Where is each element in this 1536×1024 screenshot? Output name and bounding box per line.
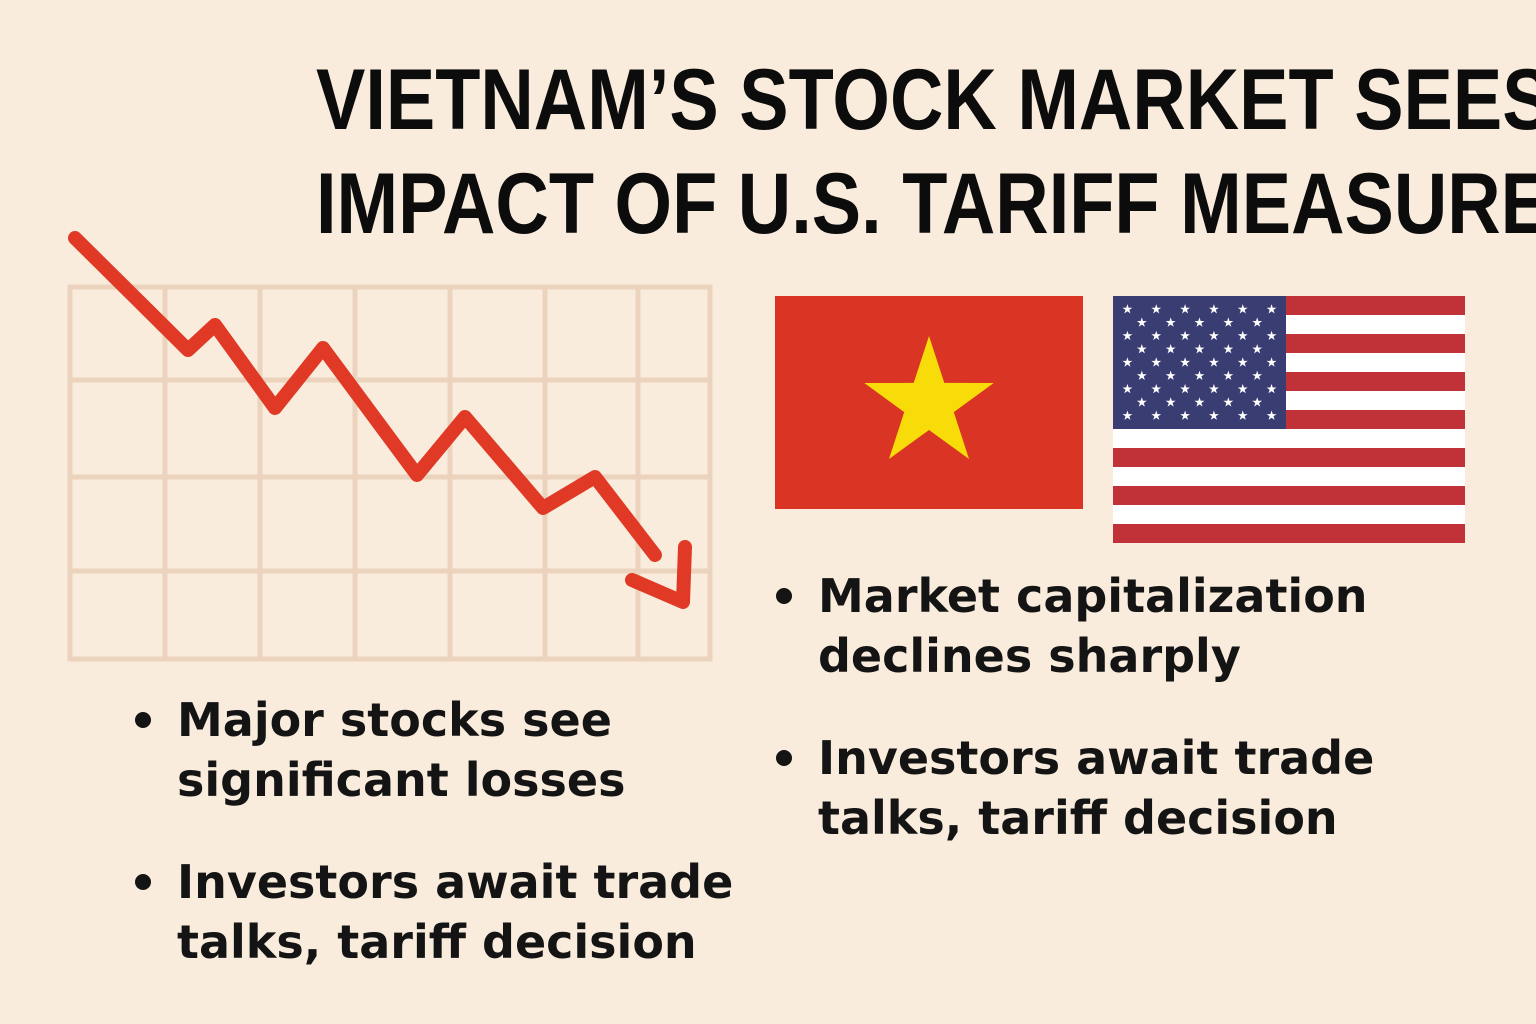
us-flag-star <box>1165 397 1176 407</box>
us-flag-icon <box>1113 296 1465 543</box>
headline-line-2: IMPACT OF U.S. TARIFF MEASURE <box>316 156 1536 252</box>
bullet-dot-icon <box>776 750 792 766</box>
us-flag-star <box>1208 357 1219 367</box>
left-bullet-1: Major stocks see significant losses <box>135 690 735 810</box>
left-bullet-2-line-1: Investors await trade <box>177 855 734 909</box>
us-flag-star <box>1252 397 1263 407</box>
us-flag-star <box>1208 330 1219 341</box>
us-flag-star <box>1252 370 1263 381</box>
bullet-dot-icon <box>135 874 151 890</box>
us-flag-star <box>1180 330 1191 341</box>
us-flag-star <box>1180 410 1191 420</box>
headline-line-1: VIETNAM’S STOCK MARKET SEES <box>316 52 1536 148</box>
us-flag-star <box>1136 317 1147 327</box>
right-bullet-1-line-2: declines sharply <box>818 629 1241 683</box>
left-bullet-2-line-2: talks, tariff decision <box>177 915 697 969</box>
us-flag-star <box>1237 383 1248 394</box>
downtrend-arrow-line <box>68 231 662 562</box>
us-flag-star <box>1208 410 1219 420</box>
us-flag-star <box>1165 317 1176 327</box>
right-bullet-list: Market capitalization declines sharply I… <box>776 566 1496 890</box>
us-flag-star <box>1151 410 1162 420</box>
us-flag-star <box>1194 344 1205 354</box>
right-bullet-2-line-2: talks, tariff decision <box>818 791 1338 845</box>
headline: VIETNAM’S STOCK MARKET SEES IMPACT OF U.… <box>316 48 1536 256</box>
us-flag-star <box>1180 304 1191 314</box>
us-flag-star <box>1223 370 1234 381</box>
us-flag-star <box>1237 330 1248 341</box>
bullet-dot-icon <box>776 588 792 604</box>
us-flag-canton <box>1113 296 1286 429</box>
right-bullet-1: Market capitalization declines sharply <box>776 566 1496 686</box>
us-flag-star <box>1151 357 1162 367</box>
us-flag-star <box>1136 344 1147 354</box>
left-bullet-1-line-1: Major stocks see <box>177 693 612 747</box>
us-flag-star <box>1194 317 1205 327</box>
us-flag-star <box>1223 344 1234 354</box>
us-flag-star <box>1165 370 1176 381</box>
us-flag-star <box>1136 370 1147 381</box>
us-flag-stars <box>1122 304 1277 420</box>
us-flag-star <box>1122 304 1133 314</box>
us-flag-star <box>1237 304 1248 314</box>
left-bullet-list: Major stocks see significant losses Inve… <box>135 690 735 1014</box>
us-flag-star <box>1266 357 1277 367</box>
bullet-dot-icon <box>135 712 151 728</box>
us-flag-star <box>1151 330 1162 341</box>
us-flag-star <box>1180 357 1191 367</box>
downtrend-arrow-head <box>625 540 692 609</box>
us-flag-star <box>1122 410 1133 420</box>
us-flag-star <box>1180 383 1191 394</box>
downtrend-chart-icon <box>67 231 713 662</box>
left-bullet-2: Investors await trade talks, tariff deci… <box>135 852 735 972</box>
vietnam-flag-star <box>864 336 994 459</box>
us-flag-star <box>1208 304 1219 314</box>
us-flag-star <box>1252 317 1263 327</box>
us-flag-star <box>1223 397 1234 407</box>
chart-grid <box>67 284 713 662</box>
right-bullet-2: Investors await trade talks, tariff deci… <box>776 728 1496 848</box>
us-flag-star <box>1252 344 1263 354</box>
us-flag-star <box>1136 397 1147 407</box>
us-flag-star <box>1266 304 1277 314</box>
us-flag-star <box>1208 383 1219 394</box>
left-bullet-1-line-2: significant losses <box>177 753 626 807</box>
us-flag-star <box>1266 410 1277 420</box>
us-flag-star <box>1223 317 1234 327</box>
us-flag-star <box>1237 410 1248 420</box>
us-flag-star <box>1194 397 1205 407</box>
us-flag-star <box>1151 383 1162 394</box>
us-flag-star <box>1151 304 1162 314</box>
us-flag-star <box>1122 357 1133 367</box>
us-flag-star <box>1165 344 1176 354</box>
vietnam-flag-icon <box>775 296 1083 509</box>
us-flag-star <box>1266 383 1277 394</box>
us-flag-star <box>1122 383 1133 394</box>
us-flag-star <box>1266 330 1277 341</box>
right-bullet-2-line-1: Investors await trade <box>818 731 1375 785</box>
us-flag-star <box>1237 357 1248 367</box>
right-bullet-1-line-1: Market capitalization <box>818 569 1368 623</box>
us-flag-star <box>1122 330 1133 341</box>
us-flag-star <box>1194 370 1205 381</box>
